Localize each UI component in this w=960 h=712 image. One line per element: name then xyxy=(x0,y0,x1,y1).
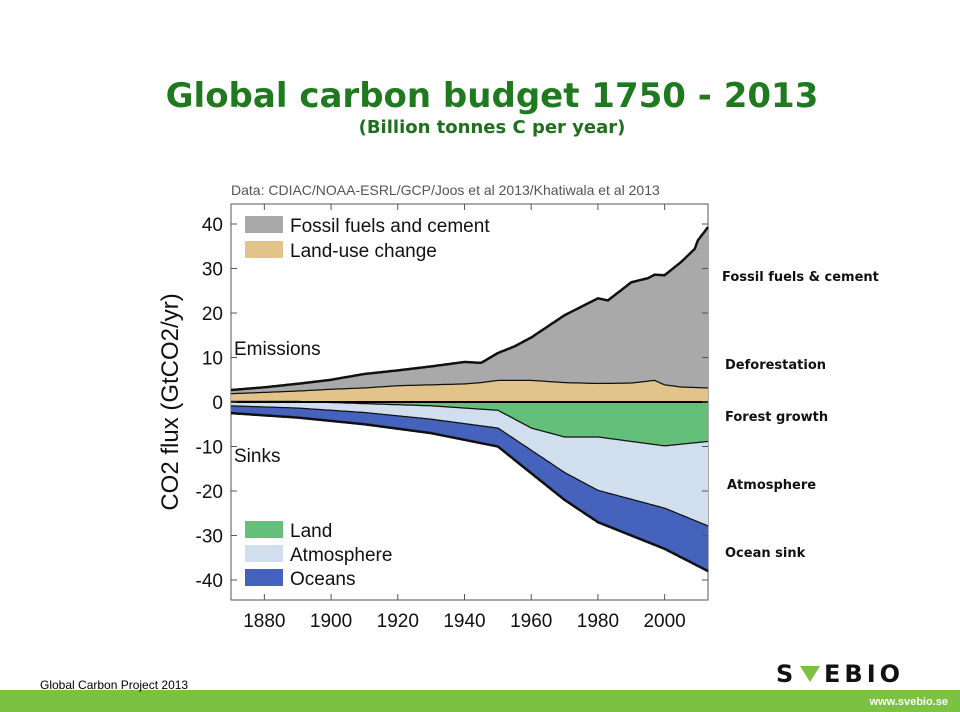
footer-url[interactable]: www.svebio.se xyxy=(869,696,948,708)
annotation-forest-growth: Forest growth xyxy=(725,410,829,425)
y-tick-label-5: -10 xyxy=(196,438,223,459)
legend-fossil-swatch xyxy=(245,216,283,233)
svg-text:EBIO: EBIO xyxy=(824,660,904,686)
y-tick-label-6: -20 xyxy=(196,482,223,503)
x-tick-label-6: 2000 xyxy=(643,611,685,632)
annotation-deforestation: Deforestation xyxy=(725,358,827,373)
y-tick-label-1: 30 xyxy=(202,260,223,281)
legend-land-use-swatch xyxy=(245,241,283,258)
legend-oceans-label: Oceans xyxy=(290,569,355,590)
x-tick-label-4: 1960 xyxy=(510,611,552,632)
sinks-area-1 xyxy=(231,402,708,527)
footer-source: Global Carbon Project 2013 xyxy=(40,678,189,692)
x-tick-label-1: 1900 xyxy=(310,611,352,632)
legend-atmosphere-swatch xyxy=(245,545,283,562)
legend-land-swatch xyxy=(245,521,283,538)
emissions-line-1 xyxy=(230,226,709,392)
legend-oceans-swatch xyxy=(245,569,283,586)
legend-atmosphere-label: Atmosphere xyxy=(290,545,392,566)
annotation-ocean-sink: Ocean sink xyxy=(725,546,806,561)
sinks-area-2 xyxy=(231,406,708,572)
y-tick-label-8: -40 xyxy=(196,571,223,592)
y-tick-label-2: 20 xyxy=(202,304,223,325)
footer-bar xyxy=(0,690,960,712)
y-tick-label-0: 40 xyxy=(202,215,223,236)
emissions-area-0 xyxy=(231,379,708,402)
x-tick-label-0: 1880 xyxy=(243,611,285,632)
sinks-area-0 xyxy=(231,402,708,447)
annotation-atmosphere: Atmosphere xyxy=(727,478,817,493)
page-subtitle: (Billion tonnes C per year) xyxy=(358,117,626,138)
legend-land-label: Land xyxy=(290,521,332,542)
emissions-section-label: Emissions xyxy=(234,339,321,360)
y-tick-label-3: 10 xyxy=(202,349,223,370)
emissions-area-1 xyxy=(231,227,708,394)
legend-fossil-label: Fossil fuels and cement xyxy=(290,216,490,237)
svg-text:S: S xyxy=(776,660,797,686)
source-note: Data: CDIAC/NOAA-ESRL/GCP/Joos et al 201… xyxy=(231,182,660,198)
annotation-fossil: Fossil fuels & cement xyxy=(722,270,879,285)
sinks-line-2 xyxy=(230,411,709,573)
legend-land-use-label: Land-use change xyxy=(290,241,437,262)
page-title: Global carbon budget 1750 - 2013 xyxy=(165,76,819,116)
carbon-budget-chart: 40 30 20 10 0 -10 -20 -30 -40 1880 1900 1920 1940 196… xyxy=(157,182,709,632)
y-tick-label-7: -30 xyxy=(196,527,223,548)
svebio-logo: S EBIO xyxy=(776,660,904,686)
y-tick-label-4: 0 xyxy=(212,393,223,414)
x-tick-label-2: 1920 xyxy=(377,611,419,632)
y-axis-label: CO2 flux (GtCO2/yr) xyxy=(157,293,184,510)
x-tick-label-5: 1980 xyxy=(577,611,619,632)
sinks-section-label: Sinks xyxy=(234,446,280,467)
x-tick-label-3: 1940 xyxy=(443,611,485,632)
